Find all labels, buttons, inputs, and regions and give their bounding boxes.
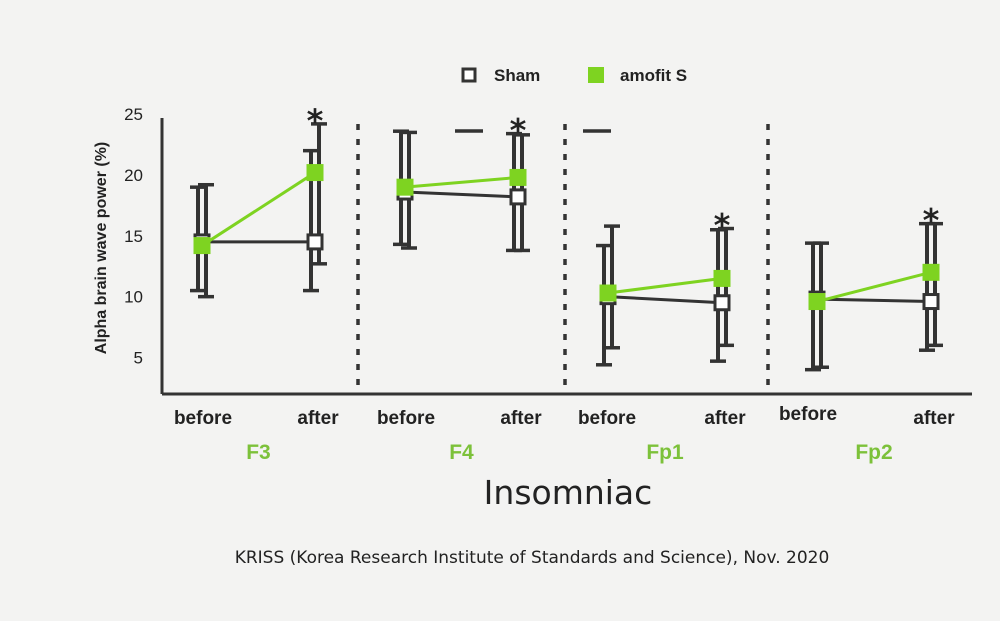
significance-star: * xyxy=(714,207,731,245)
x-axis-title: Insomniac xyxy=(484,473,653,512)
panel-label: F4 xyxy=(449,441,474,464)
legend-amofit-label: amofit S xyxy=(620,66,687,85)
x-tick-label-before: before xyxy=(578,408,636,429)
amofit-point xyxy=(306,164,324,182)
x-tick-label-before: before xyxy=(377,408,435,429)
source-note: KRISS (Korea Research Institute of Stand… xyxy=(235,548,830,568)
y-tick-label: 20 xyxy=(124,166,143,185)
amofit-line xyxy=(816,270,932,303)
significance-star: * xyxy=(307,102,324,140)
x-tick-label-before: before xyxy=(174,408,232,429)
sham-line xyxy=(816,297,932,304)
x-tick-label-after: after xyxy=(500,408,542,429)
panel-label: Fp1 xyxy=(646,441,684,464)
sham-line xyxy=(607,295,723,305)
amofit-point xyxy=(808,293,826,311)
legend-sham-marker xyxy=(461,67,477,83)
y-tick-label: 15 xyxy=(124,227,143,246)
amofit-point xyxy=(509,168,527,186)
amofit-line xyxy=(201,171,316,247)
y-axis-title: Alpha brain wave power (%) xyxy=(93,142,110,354)
amofit-point xyxy=(922,263,940,281)
sham-point xyxy=(306,233,324,251)
x-tick-label-before: before xyxy=(779,404,837,425)
legend-sham-label: Sham xyxy=(494,66,540,85)
significance-star: * xyxy=(510,112,527,150)
amofit-point xyxy=(599,284,617,302)
legend-amofit-marker xyxy=(588,67,604,83)
sham-line xyxy=(404,190,519,199)
y-tick-label: 10 xyxy=(124,288,143,307)
sham-point xyxy=(509,188,527,206)
y-tick-label: 25 xyxy=(124,105,143,124)
amofit-line xyxy=(404,175,519,189)
sham-point xyxy=(922,293,940,311)
y-tick-label: 5 xyxy=(134,349,143,368)
amofit-point xyxy=(193,237,211,255)
panel-label: Fp2 xyxy=(855,441,892,464)
x-tick-label-after: after xyxy=(704,408,746,429)
panel-label: F3 xyxy=(246,441,271,464)
amofit-line xyxy=(607,276,723,295)
amofit-point xyxy=(713,269,731,287)
x-tick-label-after: after xyxy=(297,408,339,429)
amofit-point xyxy=(396,178,414,196)
significance-star: * xyxy=(923,202,940,240)
x-tick-label-after: after xyxy=(913,408,955,429)
sham-point xyxy=(713,294,731,312)
